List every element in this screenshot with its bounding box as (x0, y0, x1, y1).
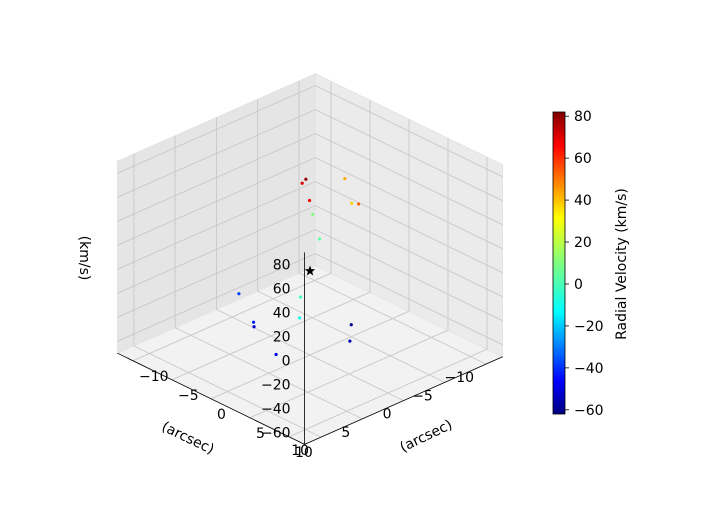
center-star-marker (304, 265, 316, 276)
colorbar-tick-label: −20 (574, 319, 604, 335)
scatter-point (350, 201, 354, 205)
grid-line-z (315, 229, 503, 322)
scatter-point (349, 323, 353, 327)
z-tick-label: 80 (273, 257, 291, 273)
colorbar (552, 111, 566, 415)
scatter-point (297, 316, 302, 320)
grid-line-y (132, 272, 332, 362)
scatter-point (252, 320, 256, 324)
z-tick-label: −40 (261, 401, 291, 417)
grid-line-z (315, 133, 503, 226)
grid-line-z (315, 181, 503, 274)
x-axis-label: (arcsec) (159, 419, 217, 458)
scatter-point (298, 295, 302, 299)
colorbar-tick-label: 40 (574, 193, 592, 209)
colorbar-ticks: −60 −40 −20 0 20 40 60 80 (565, 109, 604, 419)
y-tick-label: −10 (139, 369, 169, 385)
x-tick-label: 0 (383, 407, 392, 423)
y-tick-label: 10 (295, 445, 313, 461)
grid-line-y (171, 291, 371, 381)
grid-line-z (117, 85, 316, 174)
z-tick-label: 40 (273, 305, 291, 321)
grid-line-z (117, 253, 316, 342)
axis-tick-labels: −60 −40 −20 0 20 40 60 80 −10 −5 0 5 10 −10 −5 0 5 10 (139, 257, 474, 460)
scatter-point (318, 237, 322, 241)
y-axis-label: (arcsec) (397, 417, 455, 456)
y-tick-label: 5 (256, 426, 265, 442)
colorbar-tick-label: 20 (574, 235, 592, 251)
y-tick-label: −5 (178, 388, 199, 404)
grid-line-z (315, 85, 503, 178)
scatter-point (237, 292, 241, 296)
x-axis-line (304, 356, 503, 445)
center-marker (304, 265, 316, 276)
y-tick-label: 0 (217, 407, 226, 423)
scatter-point (274, 352, 278, 357)
scatter-point (357, 202, 361, 206)
colorbar-tick-label: −40 (574, 361, 604, 377)
z-axis-label: (km/s) (76, 236, 92, 281)
scatter-point (307, 198, 312, 203)
grid-line-z (315, 109, 503, 202)
grid-line-z (117, 205, 316, 294)
x-tick-label: −5 (412, 388, 433, 404)
grid-line-z (117, 157, 316, 246)
scatter-point (304, 177, 308, 181)
grid-line-z (315, 253, 503, 346)
grid-line-z (315, 205, 503, 298)
colorbar-gradient (552, 111, 566, 415)
colorbar-tick-label: 60 (574, 151, 592, 167)
colorbar-tick-label: −60 (574, 403, 604, 419)
grid-line-z (315, 157, 503, 250)
grid-line-z (117, 133, 316, 222)
grid-line-z (117, 109, 316, 198)
x-tick-label: 5 (341, 425, 350, 441)
scatter-point (252, 325, 256, 329)
grid-line-y (249, 329, 449, 419)
scatter-point (300, 181, 304, 185)
z-tick-label: −60 (261, 425, 291, 441)
grid-line-z (117, 181, 316, 270)
z-tick-label: −20 (261, 377, 291, 393)
y-axis-line (117, 352, 305, 445)
z-tick-label: 20 (273, 329, 291, 345)
x-tick-label: −10 (445, 370, 475, 386)
z-tick-label: 60 (273, 281, 291, 297)
grid-line-z (117, 229, 316, 318)
colorbar-label: Radial Velocity (km/s) (614, 188, 630, 340)
x-tick-label: 10 (291, 443, 309, 459)
grid-line-y (288, 348, 488, 438)
axes-edges (117, 252, 503, 445)
scatter-point (311, 212, 315, 216)
grid-line-y (210, 310, 410, 400)
colorbar-tick-label: 0 (574, 277, 583, 293)
scatter-point (343, 177, 347, 181)
grid-lines (117, 80, 503, 438)
scatter-points (237, 177, 361, 357)
scatter-point (348, 339, 352, 343)
colorbar-tick-label: 80 (574, 109, 592, 125)
z-tick-label: 0 (282, 353, 291, 369)
